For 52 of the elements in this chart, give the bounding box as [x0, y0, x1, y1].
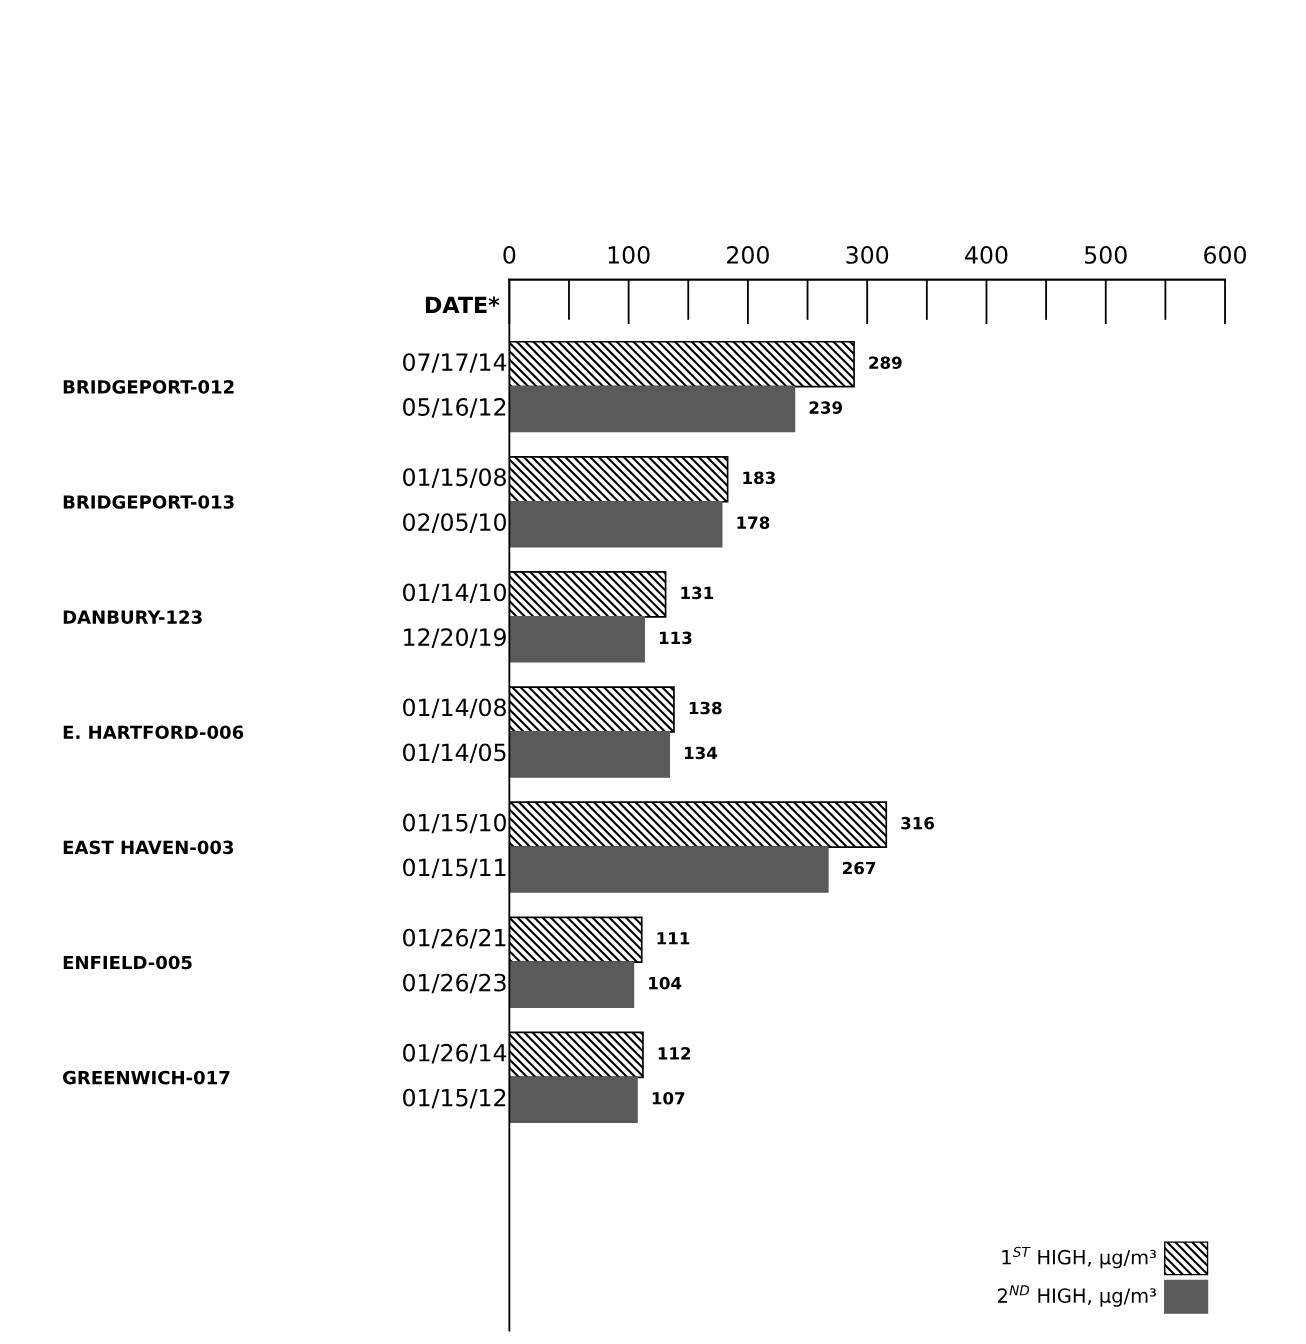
bar — [509, 1076, 638, 1124]
bar — [509, 616, 645, 663]
x2-tick-label: 100 — [608, 246, 650, 264]
x2-tick-label: 200 — [727, 246, 769, 264]
text: 01/15/11 — [403, 858, 506, 879]
text: 01/14/10 — [403, 583, 506, 604]
text: 01/26/14 — [403, 1043, 507, 1064]
x2-tick-label: 600 — [1204, 246, 1246, 264]
legend-label: 2$^{ND}$ HIGH, µg/m³ — [997, 1285, 1156, 1307]
bar — [509, 961, 635, 1008]
y-tick-label: ENFIELD-005 — [63, 955, 192, 970]
data-label: 113 — [659, 631, 692, 645]
data-label: 267 — [843, 861, 876, 875]
data-label: 111 — [657, 932, 690, 945]
text: 01/14/05 — [403, 743, 506, 764]
text: 01/26/23 — [403, 973, 506, 994]
data-label: 107 — [652, 1091, 685, 1105]
x2-tick-label: 300 — [846, 246, 889, 264]
text: 01/14/08 — [403, 698, 506, 719]
bar — [509, 846, 829, 893]
y-tick-label: E. HARTFORD-006 — [63, 725, 244, 740]
data-label: 112 — [658, 1047, 691, 1060]
text: 01/15/12 — [403, 1088, 506, 1109]
bar — [509, 385, 796, 433]
y-tick-label: DANBURY-123 — [63, 610, 202, 624]
text: 02/05/10 — [403, 513, 506, 533]
text: 07/17/14 — [403, 353, 507, 373]
text: 12/20/19 — [404, 628, 506, 648]
y-tick-label: GREENWICH-017 — [63, 1070, 230, 1085]
bar — [509, 500, 723, 548]
text: 01/15/10 — [403, 813, 506, 834]
x2-tick-label: 0 — [503, 246, 516, 264]
text: 05/16/12 — [403, 398, 506, 418]
data-label: 289 — [869, 356, 902, 369]
x2-tick-label: 400 — [965, 246, 1008, 264]
data-label: 183 — [743, 471, 775, 485]
data-label: 316 — [901, 816, 935, 830]
data-label: 178 — [737, 516, 770, 530]
data-label: 134 — [684, 746, 718, 760]
data-label: 131 — [681, 586, 714, 600]
x2-tick-label: 500 — [1085, 246, 1127, 264]
data-label: 104 — [649, 976, 682, 990]
text: 01/15/08 — [403, 468, 506, 488]
y-tick-label: BRIDGEPORT-013 — [63, 495, 234, 509]
y-tick-label: BRIDGEPORT-012 — [63, 380, 234, 394]
text: DATE* — [425, 296, 500, 313]
bar — [509, 731, 671, 778]
data-label: 138 — [689, 701, 722, 715]
data-label: 239 — [809, 401, 843, 414]
legend-label: 1$^{ST}$ HIGH, µg/m³ — [1002, 1246, 1156, 1269]
text: 01/26/21 — [403, 928, 506, 949]
y-tick-label: EAST HAVEN-003 — [63, 840, 234, 855]
